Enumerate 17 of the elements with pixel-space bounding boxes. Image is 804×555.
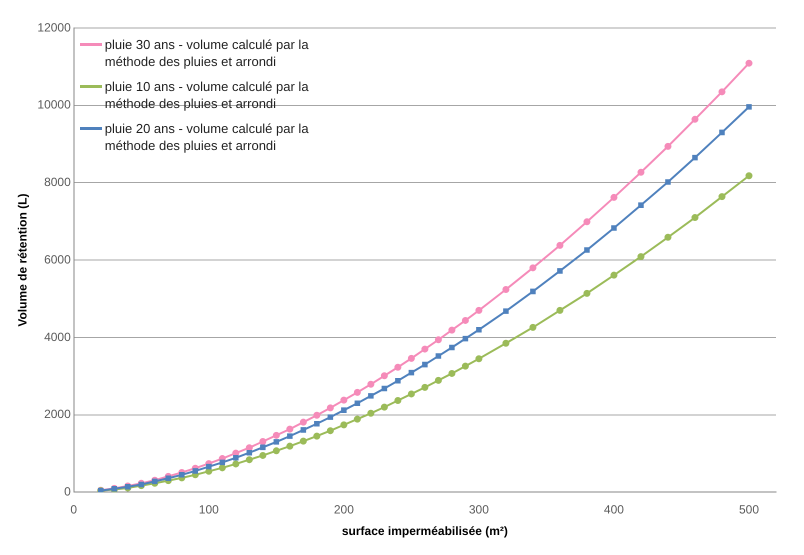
y-tick-label: 8000 [44, 175, 72, 190]
x-tick-label: 100 [198, 502, 220, 517]
y-tick-label: 10000 [37, 98, 72, 112]
y-tick-label: 12000 [37, 20, 72, 34]
y-axis-title: Volume de rétention (L) [16, 194, 30, 327]
y-tick-label: 6000 [44, 252, 72, 266]
x-tick-label: 200 [334, 502, 354, 517]
legend-label: pluie 30 ans - volume calculé par la méthode des pluies et arrondi [104, 36, 310, 70]
legend-label: pluie 10 ans - volume calculé par la méthode des pluies et arrondi [104, 78, 310, 112]
x-tick-label: 300 [468, 502, 490, 517]
x-tick-label: 400 [604, 502, 624, 517]
y-tick-label: 2000 [44, 407, 72, 422]
y-tick-label: 4000 [44, 330, 72, 344]
x-axis-title: surface imperméabilisée (m²) [342, 524, 508, 538]
y-tick-label: 0 [64, 484, 72, 499]
legend-label: pluie 20 ans - volume calculé par la méthode des pluies et arrondi [104, 120, 310, 154]
x-tick-label: 500 [738, 502, 760, 517]
